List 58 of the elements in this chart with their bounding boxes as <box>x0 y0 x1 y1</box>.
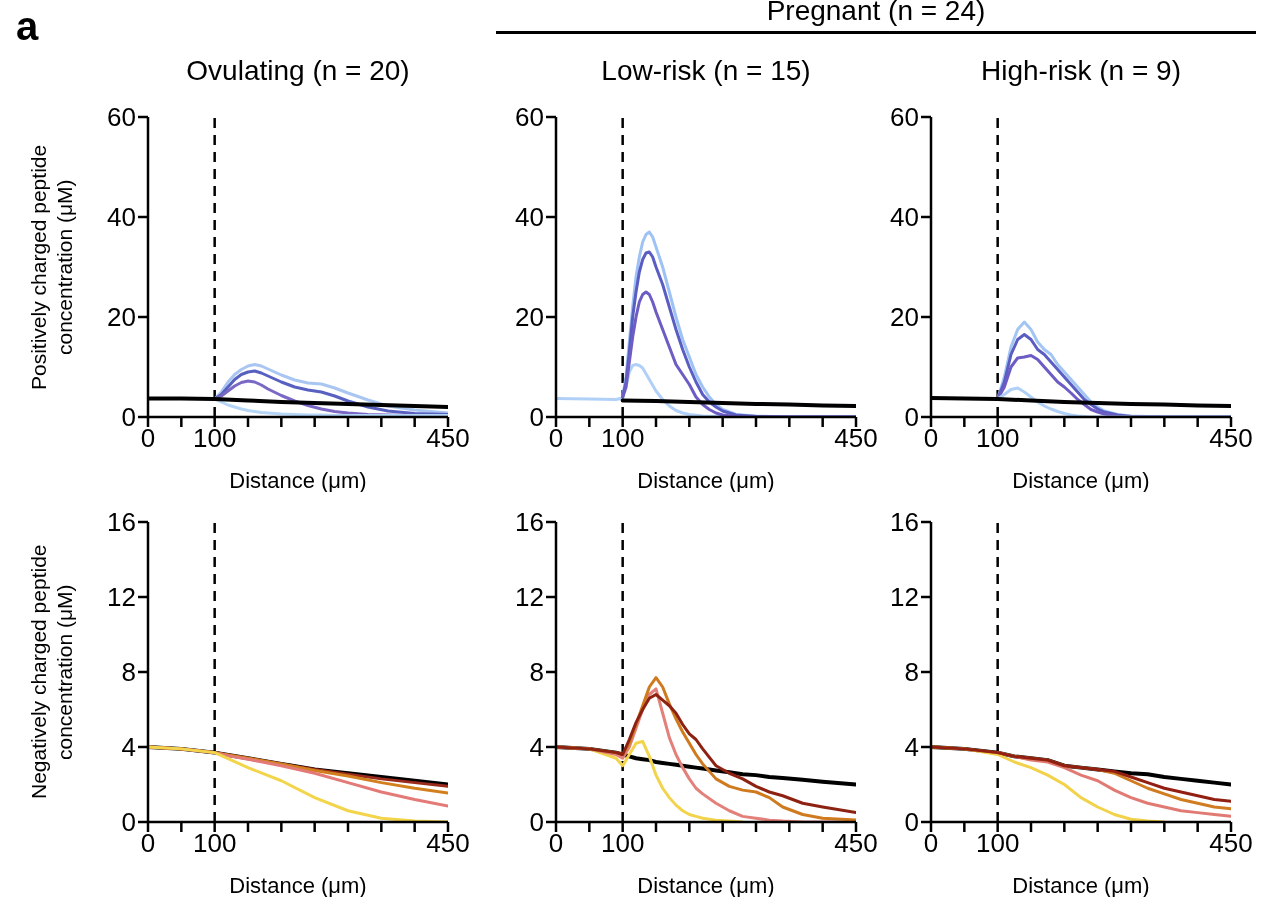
x-tick-label: 0 <box>548 828 564 859</box>
chart-title: Ovulating (n = 20) <box>185 55 411 87</box>
x-tick-label: 450 <box>426 828 470 859</box>
y-tick-label: 16 <box>515 507 544 538</box>
x-tick-label: 100 <box>600 828 645 859</box>
y-tick-label: 0 <box>904 402 919 433</box>
y-tick-label: 4 <box>904 732 919 763</box>
x-tick-label: 450 <box>1209 828 1253 859</box>
y-tick-label: 8 <box>529 657 544 688</box>
y-axis-title: Positively charged peptide concentration (μM) <box>26 143 77 392</box>
x-tick-label: 450 <box>834 828 878 859</box>
y-tick-label: 40 <box>515 202 544 233</box>
x-tick-label: 450 <box>426 423 470 454</box>
y-tick-label: 40 <box>890 202 919 233</box>
y-tick-label: 12 <box>515 582 544 613</box>
y-tick-label: 4 <box>121 732 136 763</box>
y-tick-label: 20 <box>890 302 919 333</box>
text: a <box>16 4 39 49</box>
x-tick-label: 100 <box>192 423 237 454</box>
x-axis-title: Distance (μm) <box>637 873 775 898</box>
y-tick-label: 0 <box>904 807 919 838</box>
y-tick-label: 8 <box>904 657 919 688</box>
x-tick-label: 100 <box>600 423 645 454</box>
y-tick-label: 0 <box>529 402 544 433</box>
y-tick-label: 60 <box>107 102 136 133</box>
y-tick-label: 0 <box>121 807 136 838</box>
x-tick-label: 0 <box>140 828 156 859</box>
chart-title: High-risk (n = 9) <box>980 55 1182 87</box>
y-axis-title: Negatively charged peptide concentration (μM) <box>26 543 77 802</box>
y-tick-label: 60 <box>890 102 919 133</box>
x-axis-title: Distance (μm) <box>229 468 367 493</box>
y-tick-label: 8 <box>121 657 136 688</box>
y-tick-label: 16 <box>107 507 136 538</box>
y-tick-label: 60 <box>515 102 544 133</box>
y-tick-label: 12 <box>107 582 136 613</box>
text: Pregnant (n = 24) <box>765 0 987 27</box>
y-tick-label: 20 <box>107 302 136 333</box>
x-axis-title: Distance (μm) <box>1012 468 1150 493</box>
x-tick-label: 100 <box>975 828 1020 859</box>
y-tick-label: 0 <box>121 402 136 433</box>
x-axis-title: Distance (μm) <box>637 468 775 493</box>
y-tick-label: 20 <box>515 302 544 333</box>
x-tick-label: 0 <box>923 828 939 859</box>
x-tick-label: 100 <box>975 423 1020 454</box>
chart-title: Low-risk (n = 15) <box>600 55 812 87</box>
y-tick-label: 4 <box>529 732 544 763</box>
x-tick-label: 450 <box>1209 423 1253 454</box>
x-tick-label: 0 <box>140 423 156 454</box>
y-tick-label: 40 <box>107 202 136 233</box>
x-axis-title: Distance (μm) <box>229 873 367 898</box>
y-tick-label: 12 <box>890 582 919 613</box>
x-tick-label: 0 <box>548 423 564 454</box>
x-tick-label: 0 <box>923 423 939 454</box>
x-axis-title: Distance (μm) <box>1012 873 1150 898</box>
x-tick-label: 100 <box>192 828 237 859</box>
y-tick-label: 16 <box>890 507 919 538</box>
x-tick-label: 450 <box>834 423 878 454</box>
y-tick-label: 0 <box>529 807 544 838</box>
